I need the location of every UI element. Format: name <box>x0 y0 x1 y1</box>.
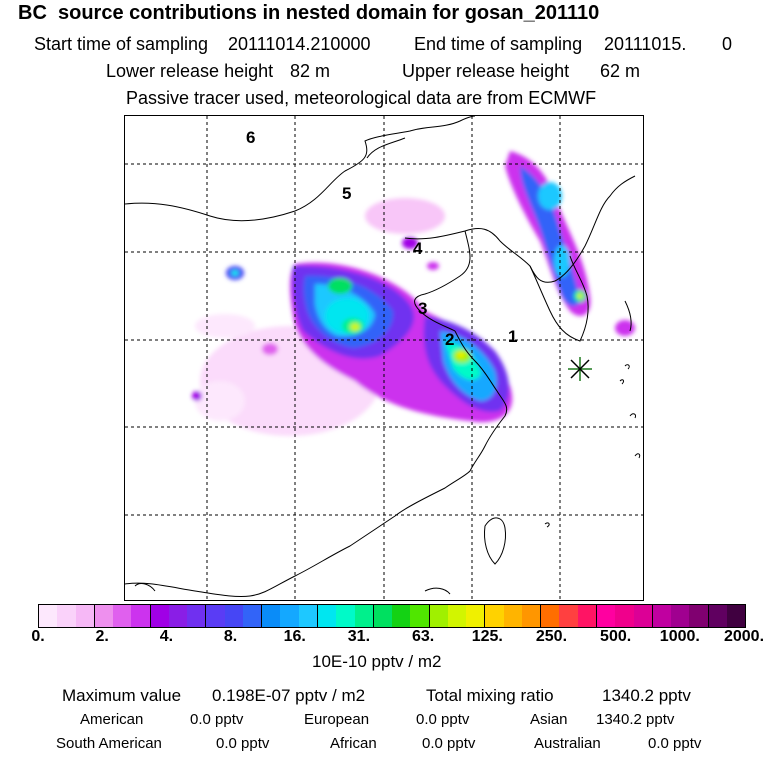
receptor-star-icon <box>568 357 592 381</box>
colorbar-tick-label: 0. <box>31 628 45 645</box>
region-value: 0.0 pptv <box>190 711 244 728</box>
region-value: 0.0 pptv <box>422 735 476 752</box>
coastlines <box>125 116 641 597</box>
region-name: European <box>304 711 370 728</box>
colorbar-segment <box>671 605 690 627</box>
colorbar-segment <box>187 605 206 627</box>
concentration-field <box>192 151 635 436</box>
colorbar-segment <box>224 605 243 627</box>
region-name: African <box>330 735 377 752</box>
tracer-note: Passive tracer used, meteorological data… <box>126 88 597 108</box>
colorbar-segment <box>392 605 411 627</box>
colorbar-tick-label: 250. <box>535 628 568 645</box>
colorbar-segment <box>57 605 76 627</box>
lower-release-label: Lower release height <box>106 61 274 81</box>
colorbar-segment <box>242 605 262 627</box>
colorbar-segment <box>280 605 299 627</box>
upper-release-label: Upper release height <box>402 61 570 81</box>
colorbar-segment <box>651 605 672 627</box>
lower-release-value: 82 m <box>290 61 331 81</box>
colorbar-segment <box>577 605 596 627</box>
colorbar-segment <box>615 605 634 627</box>
colorbar-segment <box>149 605 169 627</box>
colorbar-segment <box>298 605 317 627</box>
region-name: American <box>80 711 144 728</box>
total-mixing-value: 1340.2 pptv <box>602 686 691 705</box>
colorbar-segment <box>707 605 727 627</box>
colorbar-segment <box>354 605 373 627</box>
colorbar-tick-label: 1000. <box>659 628 700 645</box>
region-label-1: 1 <box>508 327 517 346</box>
colorbar-segment <box>447 605 467 627</box>
colorbar-segment <box>521 605 541 627</box>
colorbar-segment <box>372 605 393 627</box>
colorbar-unit: 10E-10 pptv / m2 <box>312 652 442 671</box>
colorbar-segment <box>595 605 616 627</box>
colorbar-tick-label: 4. <box>159 628 174 645</box>
colorbar-segment <box>113 605 132 627</box>
region-label-4: 4 <box>413 239 423 258</box>
colorbar-segment <box>689 605 708 627</box>
graticule <box>125 116 643 600</box>
colorbar-segment <box>726 605 746 627</box>
colorbar-tick-label: 2000. <box>723 628 765 645</box>
map-panel: 6 5 4 3 2 1 <box>124 115 644 601</box>
colorbar-segment <box>633 605 652 627</box>
colorbar-segment <box>336 605 355 627</box>
colorbar-segment <box>39 605 58 627</box>
plot-title: BC source contributions in nested domain… <box>18 2 600 24</box>
region-name: Asian <box>530 711 568 728</box>
region-label-5: 5 <box>342 184 351 203</box>
colorbar-tick-label: 2. <box>95 628 109 645</box>
colorbar-segment <box>261 605 281 627</box>
colorbar-segment <box>503 605 522 627</box>
start-time-value: 20111014.210000 <box>228 34 371 54</box>
region-label-2: 2 <box>445 330 454 349</box>
region-value: 0.0 pptv <box>648 735 702 752</box>
total-mixing-label: Total mixing ratio <box>426 686 554 705</box>
colorbar-segment <box>168 605 188 627</box>
region-label-6: 6 <box>246 128 255 147</box>
region-value: 0.0 pptv <box>416 711 470 728</box>
colorbar-tick-label: 31. <box>347 628 371 645</box>
region-value: 1340.2 pptv <box>596 711 675 728</box>
colorbar-segment <box>205 605 225 627</box>
start-time-label: Start time of sampling <box>34 34 209 54</box>
end-time-value: 20111015. <box>604 34 687 54</box>
colorbar-segment <box>559 605 578 627</box>
contribution-map: 6 5 4 3 2 1 <box>125 116 643 600</box>
end-time-label: End time of sampling <box>414 34 583 54</box>
colorbar-segment <box>484 605 504 627</box>
colorbar-segment <box>540 605 560 627</box>
colorbar-segment <box>75 605 94 627</box>
max-value: 0.198E-07 pptv / m2 <box>212 686 366 705</box>
region-value: 0.0 pptv <box>216 735 270 752</box>
colorbar-segment <box>428 605 448 627</box>
end-time-suffix: 0 <box>722 34 733 54</box>
colorbar-segment <box>316 605 337 627</box>
region-label-3: 3 <box>418 299 427 318</box>
colorbar-segment <box>131 605 150 627</box>
max-value-label: Maximum value <box>62 686 182 705</box>
region-name: Australian <box>534 735 601 752</box>
colorbar-tick-label: 63. <box>411 628 435 645</box>
colorbar-tick-label: 8. <box>223 628 238 645</box>
colorbar-tick-label: 125. <box>471 628 503 645</box>
region-name: South American <box>56 735 162 752</box>
colorbar-segment <box>410 605 429 627</box>
colorbar-tick-label: 500. <box>600 628 632 645</box>
upper-release-value: 62 m <box>600 61 641 81</box>
colorbar-tick-label: 16. <box>283 628 306 645</box>
colorbar-segment <box>466 605 485 627</box>
colorbar-segment <box>93 605 114 627</box>
colorbar <box>38 604 746 628</box>
